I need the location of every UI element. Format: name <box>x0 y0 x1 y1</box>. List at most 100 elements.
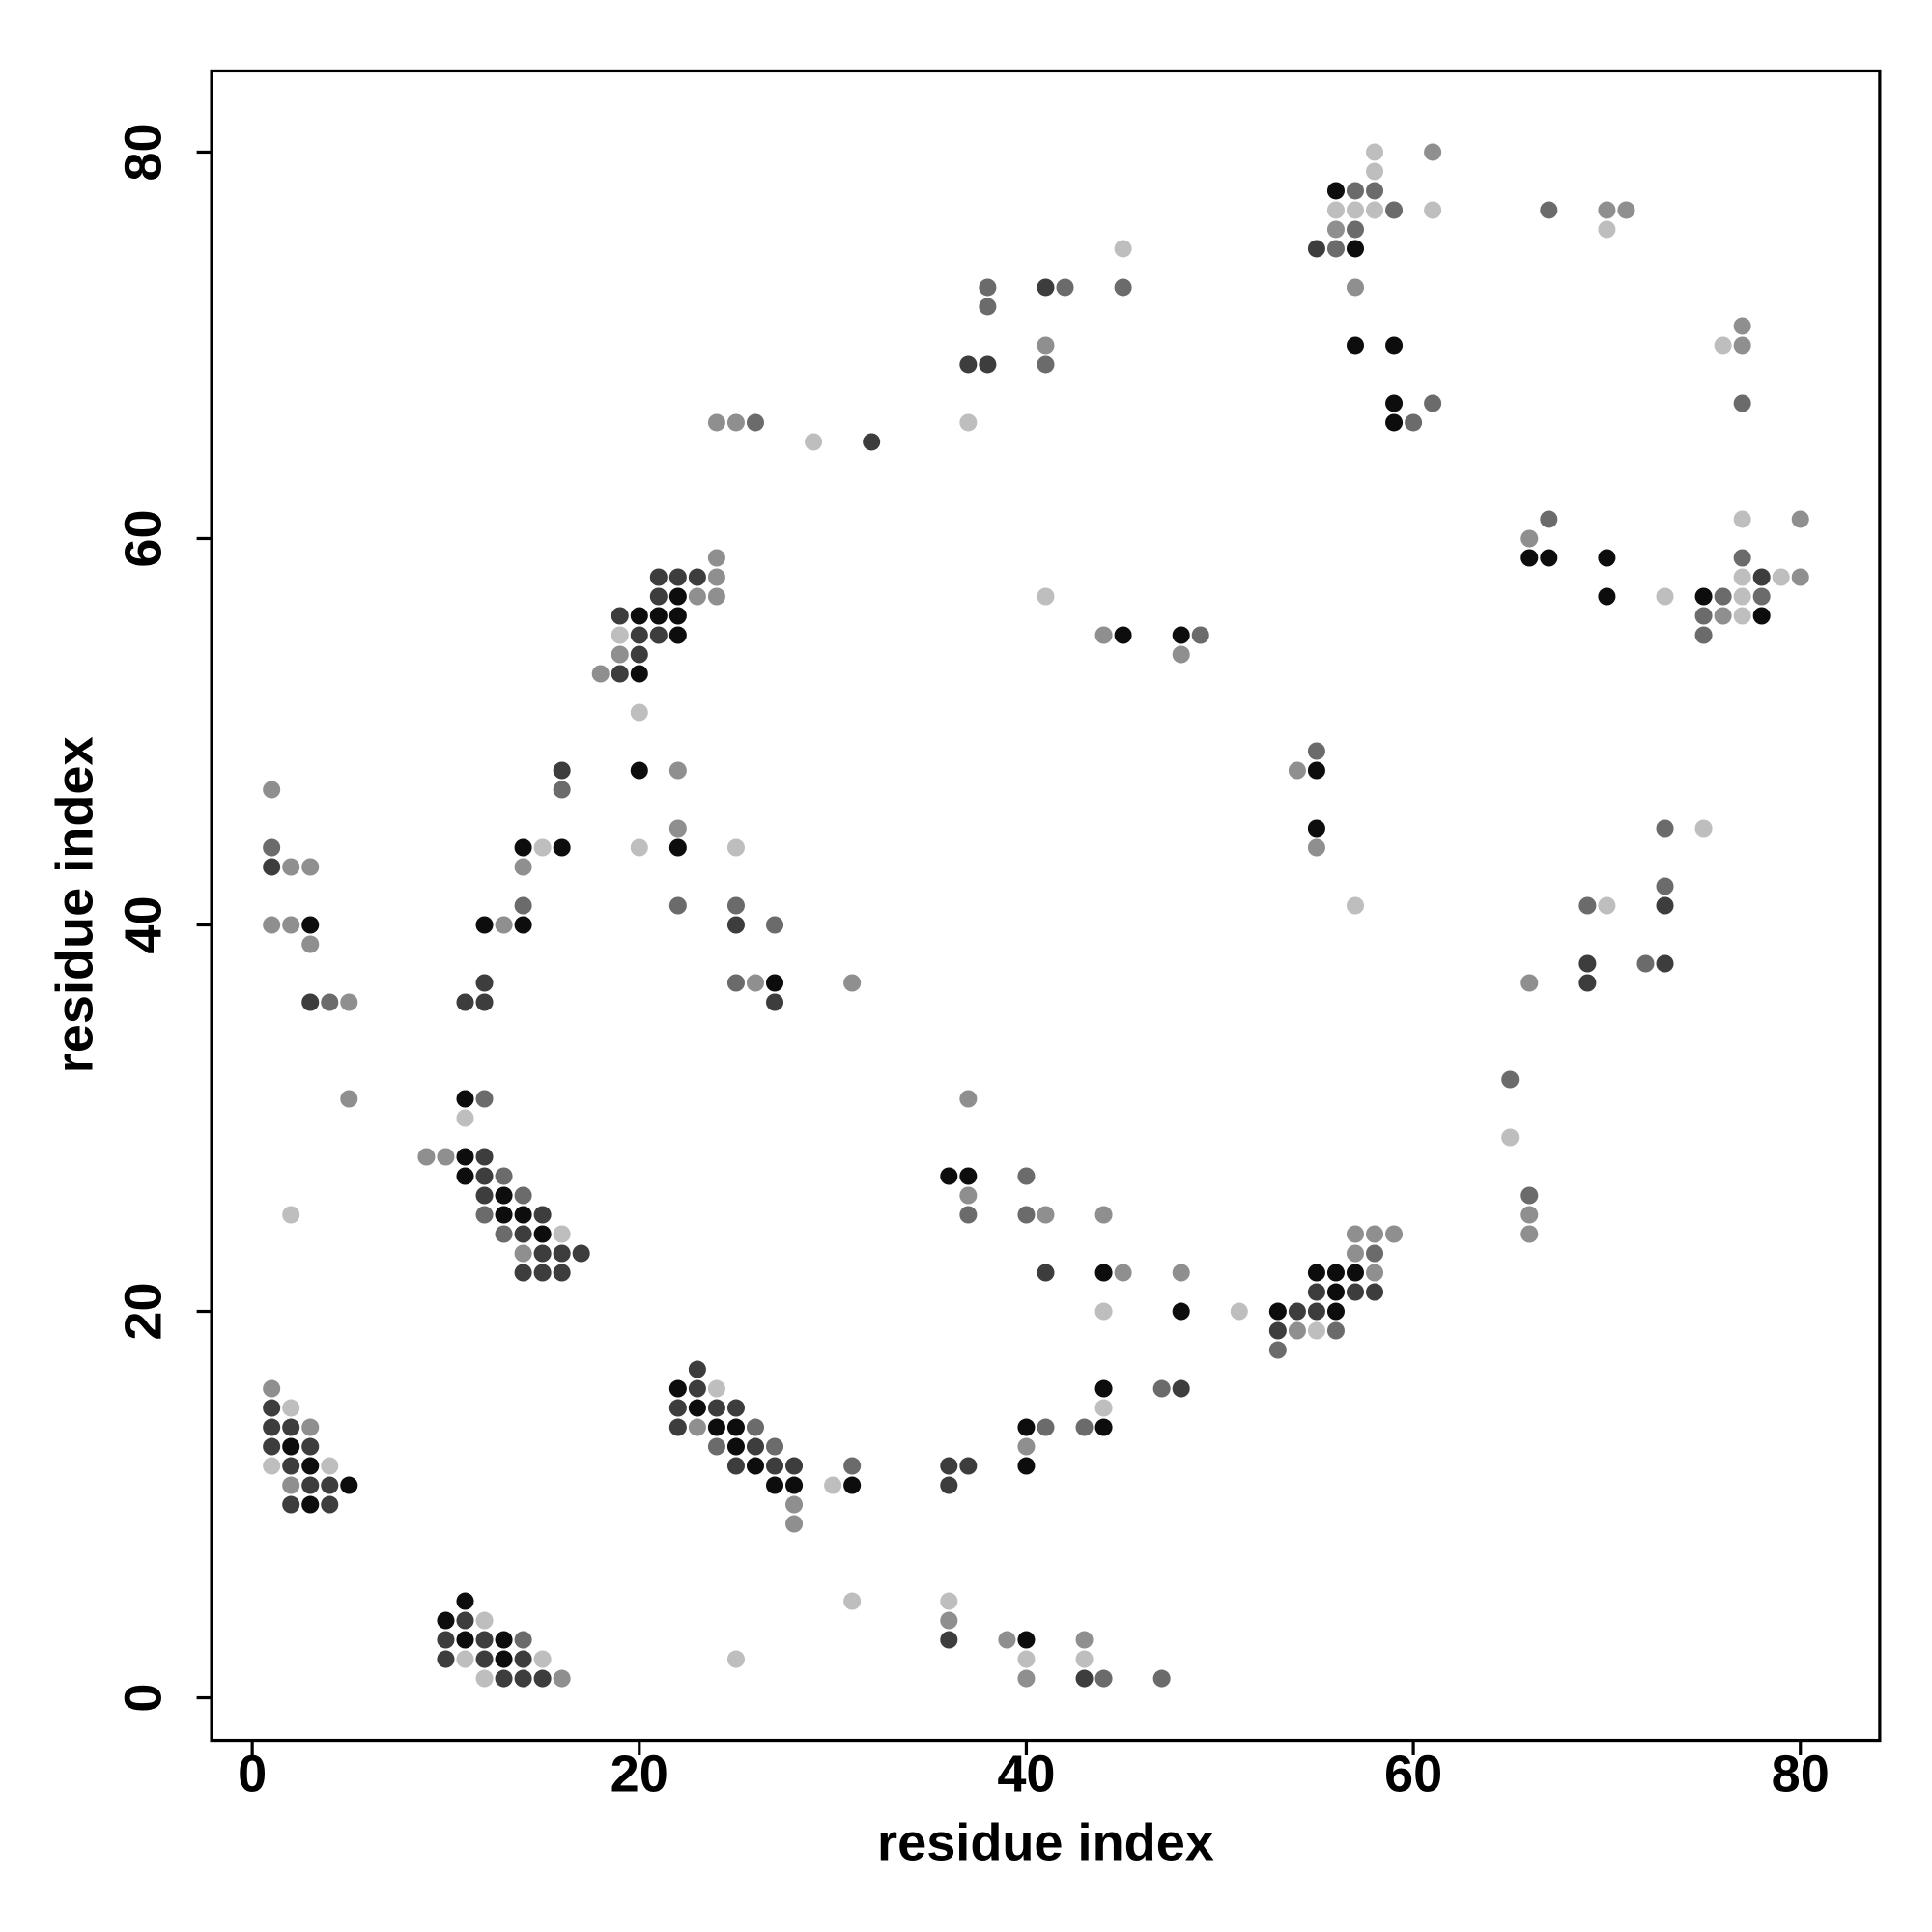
point <box>1114 278 1132 297</box>
point <box>1714 336 1732 355</box>
point <box>1172 1302 1190 1321</box>
point <box>456 1631 474 1649</box>
point <box>1385 1225 1404 1243</box>
point <box>1037 1418 1055 1436</box>
point <box>321 993 339 1011</box>
point <box>321 1457 339 1475</box>
point <box>1094 626 1113 644</box>
point <box>456 1167 474 1185</box>
point <box>1346 220 1365 239</box>
point <box>726 838 745 857</box>
point <box>475 1669 494 1688</box>
point <box>1656 896 1674 915</box>
point <box>553 1264 571 1282</box>
point <box>1075 1418 1094 1436</box>
point <box>1172 1264 1190 1282</box>
point <box>1405 413 1423 432</box>
point <box>1326 220 1345 239</box>
point <box>1307 838 1325 857</box>
point <box>1326 201 1345 219</box>
point <box>726 896 745 915</box>
point <box>746 1418 765 1436</box>
point <box>475 1611 494 1630</box>
point <box>707 413 725 432</box>
point <box>1385 336 1404 355</box>
point <box>456 993 474 1011</box>
point <box>1714 587 1732 606</box>
point <box>726 1650 745 1668</box>
point <box>1017 1631 1036 1649</box>
point <box>321 1495 339 1514</box>
point <box>785 1495 804 1514</box>
point <box>1385 394 1404 412</box>
point <box>1733 317 1751 335</box>
x-tick-label: 60 <box>1384 1746 1442 1804</box>
point <box>301 1476 320 1494</box>
point <box>1152 1669 1171 1688</box>
point <box>514 896 532 915</box>
point <box>1037 1264 1055 1282</box>
point <box>940 1631 958 1649</box>
point <box>1346 278 1365 297</box>
point <box>263 858 281 876</box>
point <box>282 1206 300 1224</box>
point <box>1752 568 1771 586</box>
point <box>553 761 571 780</box>
point <box>475 916 494 934</box>
point <box>1520 529 1539 548</box>
point <box>1656 877 1674 895</box>
point <box>668 1399 687 1417</box>
point <box>340 1090 358 1108</box>
point <box>1114 626 1132 644</box>
point <box>282 1476 300 1494</box>
point <box>940 1611 958 1630</box>
point <box>533 1244 552 1263</box>
point <box>1230 1302 1248 1321</box>
point <box>1017 1437 1036 1456</box>
plot-frame <box>210 69 1882 1743</box>
point <box>475 974 494 992</box>
point <box>1501 1128 1520 1147</box>
point <box>1366 143 1384 161</box>
point <box>688 1379 706 1398</box>
point <box>726 1457 745 1475</box>
point <box>1694 819 1713 838</box>
point <box>824 1476 842 1494</box>
point <box>1346 1244 1365 1263</box>
point <box>553 838 571 857</box>
point <box>843 1476 862 1494</box>
point <box>1017 1669 1036 1688</box>
point <box>514 1225 532 1243</box>
point <box>1037 355 1055 374</box>
point <box>1385 201 1404 219</box>
point <box>688 568 706 586</box>
point <box>456 1592 474 1610</box>
point <box>1656 954 1674 973</box>
point <box>726 1437 745 1456</box>
point <box>437 1650 455 1668</box>
point <box>495 1669 513 1688</box>
point <box>301 993 320 1011</box>
point <box>707 549 725 567</box>
point <box>1424 394 1442 412</box>
point <box>1520 549 1539 567</box>
point <box>1094 1206 1113 1224</box>
point <box>514 1244 532 1263</box>
point <box>630 838 648 857</box>
point <box>746 1437 765 1456</box>
point <box>765 1457 784 1475</box>
point <box>533 1206 552 1224</box>
point <box>1307 1321 1325 1340</box>
point <box>282 1495 300 1514</box>
point <box>1791 510 1809 528</box>
point <box>1520 974 1539 992</box>
x-tick-label: 20 <box>611 1746 668 1804</box>
point <box>1346 240 1365 258</box>
point <box>765 916 784 934</box>
point <box>1075 1631 1094 1649</box>
x-tick-label: 80 <box>1772 1746 1830 1804</box>
point <box>263 1379 281 1398</box>
point <box>591 665 610 683</box>
point <box>1288 1321 1306 1340</box>
